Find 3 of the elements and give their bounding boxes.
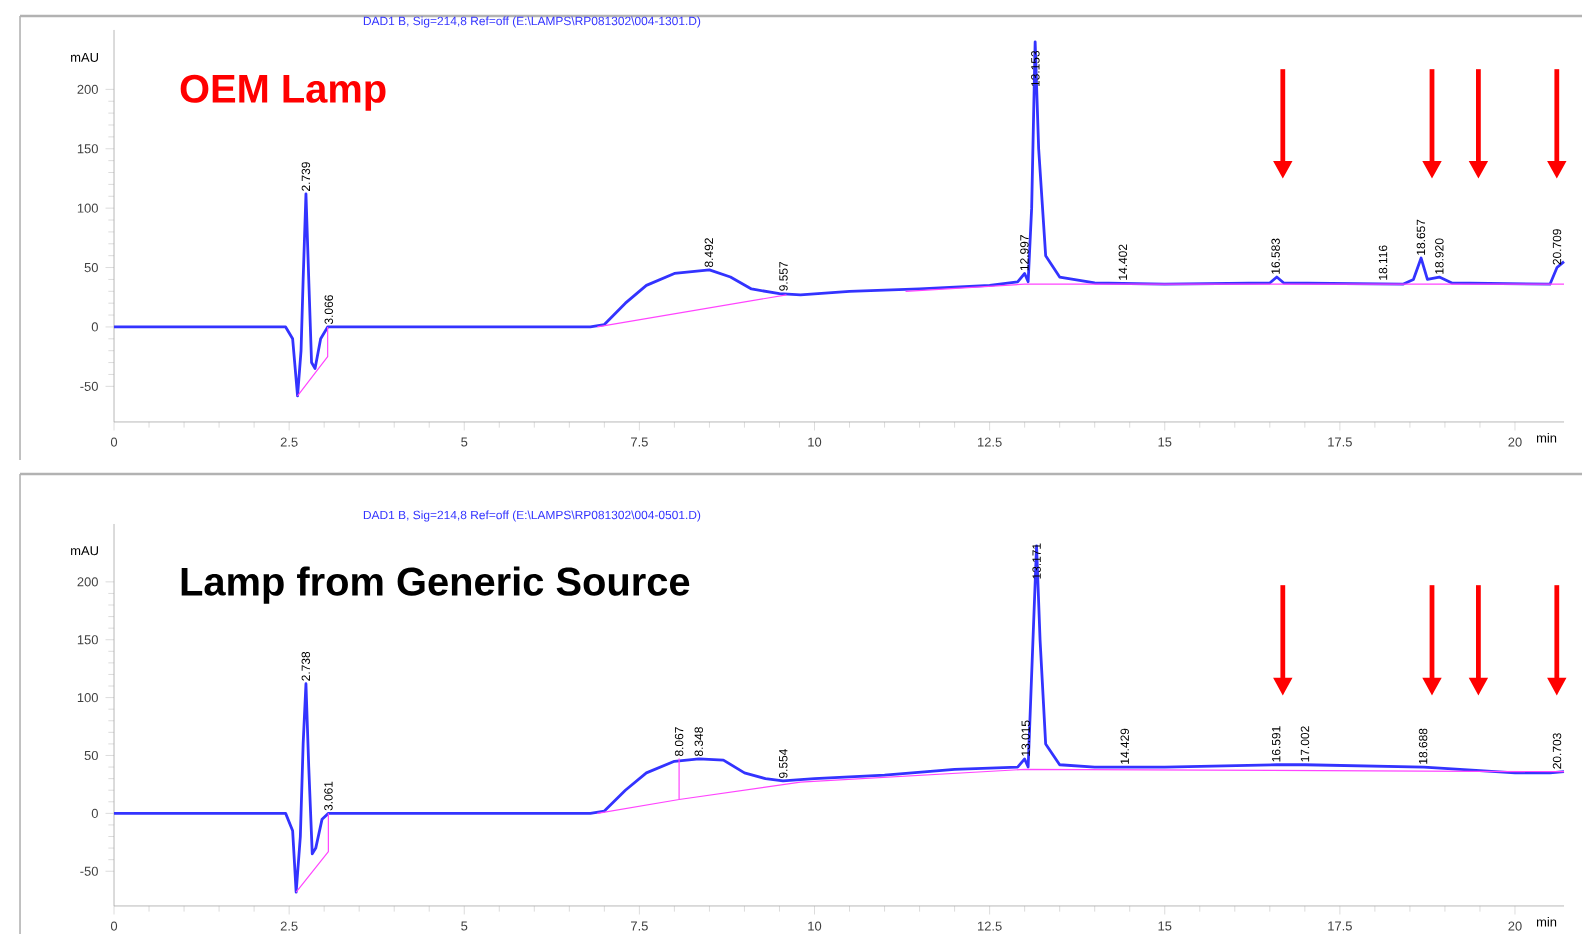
text: Lamp from Generic Source	[181, 566, 690, 604]
text: OEM Lamp	[180, 74, 386, 111]
line-series	[112, 544, 1566, 894]
